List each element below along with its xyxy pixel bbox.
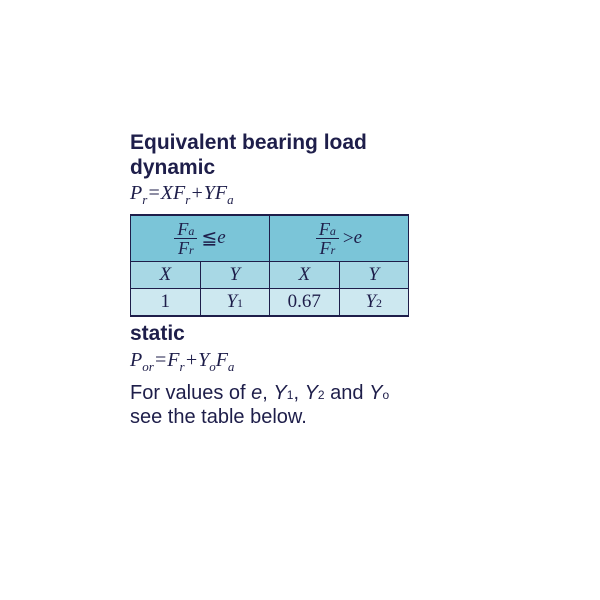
- col-y1: Y: [200, 262, 270, 289]
- val-y1: Y1: [200, 289, 270, 317]
- formula-part: Y: [198, 349, 209, 371]
- formula-part: =: [154, 349, 168, 371]
- dynamic-formula: Pr=XFr+YFa: [130, 182, 470, 208]
- formula-sub: a: [228, 359, 235, 374]
- table-header-gt: Fa Fr >e: [270, 215, 409, 262]
- footnote: For values of e, Y1, Y2 and Yo see the t…: [130, 381, 470, 429]
- formula-part: =: [147, 182, 161, 204]
- val-067: 0.67: [270, 289, 340, 317]
- static-label: static: [130, 321, 470, 346]
- val-y2: Y2: [339, 289, 409, 317]
- formula-part: +: [190, 182, 204, 204]
- dynamic-label: dynamic: [130, 155, 470, 180]
- col-x2: X: [270, 262, 340, 289]
- content-block: Equivalent bearing load dynamic Pr=XFr+Y…: [0, 0, 470, 429]
- formula-part: F: [216, 349, 228, 371]
- col-y2: Y: [339, 262, 409, 289]
- val-1: 1: [131, 289, 201, 317]
- load-table: Fa Fr ≦e Fa Fr >e X Y X Y 1 Y1 0.67 Y2: [130, 214, 409, 317]
- static-formula: Por=Fr+YoFa: [130, 349, 470, 375]
- formula-part: YF: [204, 182, 227, 204]
- table-header-le: Fa Fr ≦e: [131, 215, 270, 262]
- formula-sub: a: [227, 192, 234, 207]
- formula-part: XF: [161, 182, 185, 204]
- formula-part: P: [130, 349, 142, 371]
- formula-part: F: [167, 349, 179, 371]
- title: Equivalent bearing load: [130, 130, 470, 155]
- col-x1: X: [131, 262, 201, 289]
- formula-part: +: [185, 349, 199, 371]
- formula-sub: or: [142, 359, 154, 374]
- formula-part: P: [130, 182, 142, 204]
